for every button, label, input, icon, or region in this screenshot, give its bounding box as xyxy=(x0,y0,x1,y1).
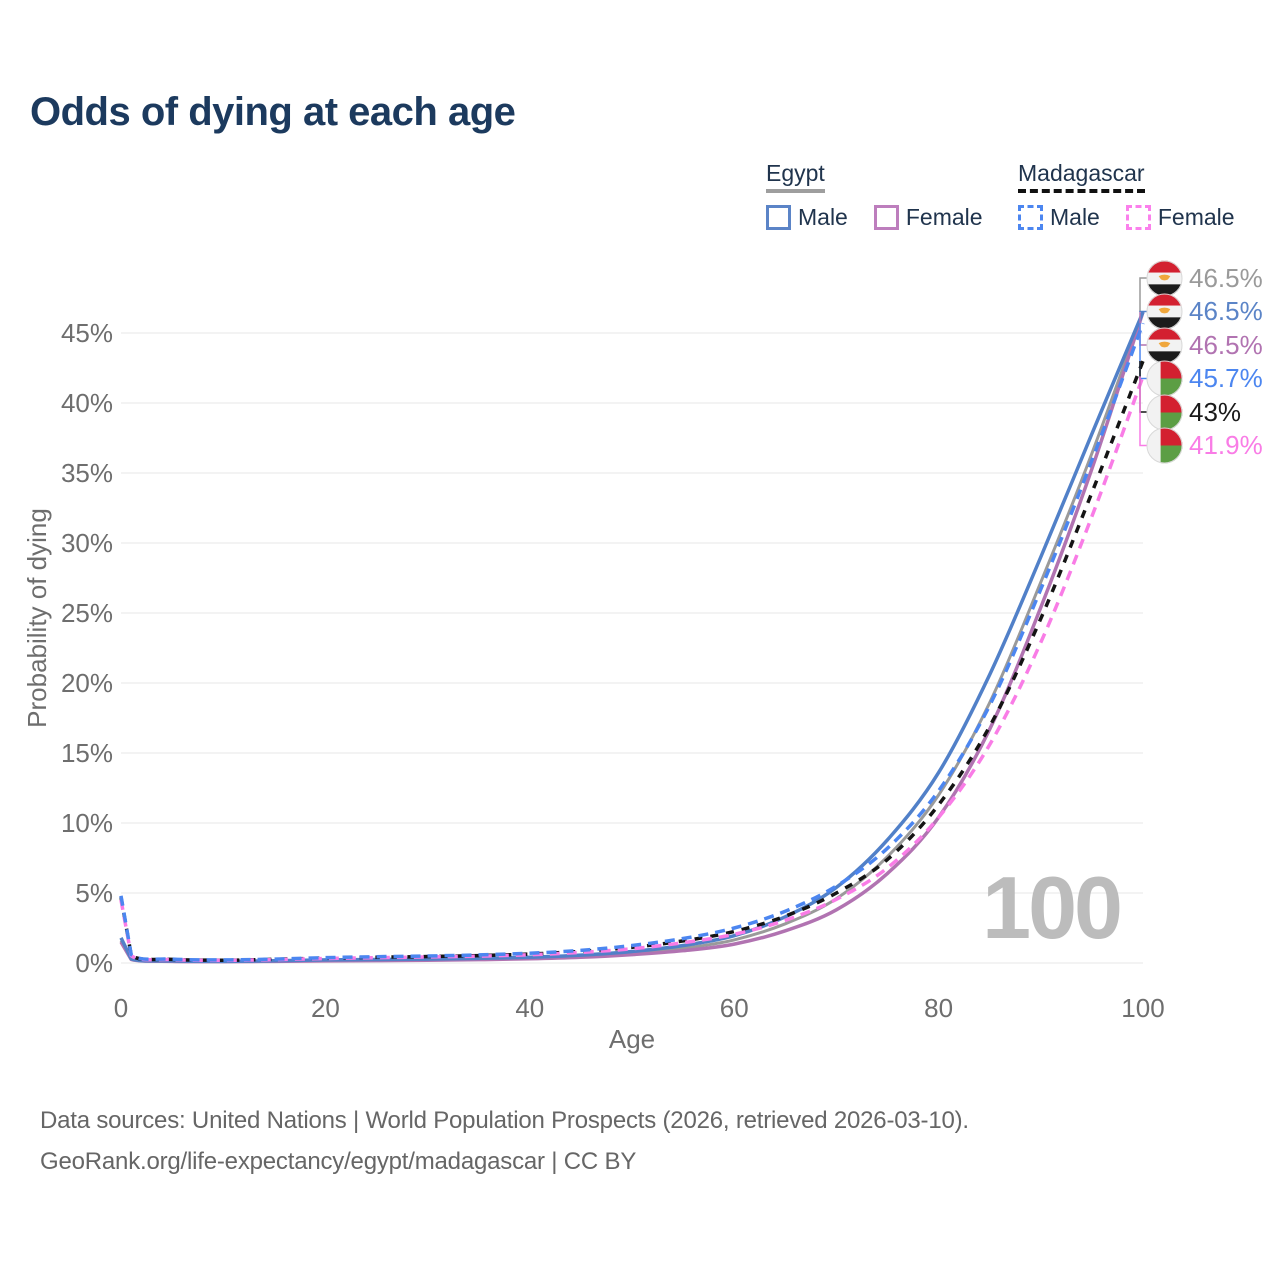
end-value-egypt-both: 46.5% xyxy=(1146,259,1263,297)
footer-data-sources: Data sources: United Nations | World Pop… xyxy=(40,1107,969,1134)
x-tick-label: 100 xyxy=(1121,993,1164,1023)
egypt-flag-icon xyxy=(1146,326,1183,364)
legend-item-madagascar-female[interactable]: Female xyxy=(1125,204,1235,231)
x-tick-label: 20 xyxy=(311,993,340,1023)
y-tick-label: 15% xyxy=(61,738,113,768)
footer-attribution: GeoRank.org/life-expectancy/egypt/madaga… xyxy=(40,1148,637,1175)
end-value-egypt-male: 46.5% xyxy=(1146,293,1263,331)
end-value-madagascar-male: 45.7% xyxy=(1146,360,1263,398)
y-tick-label: 20% xyxy=(61,668,113,698)
y-tick-label: 0% xyxy=(75,948,113,978)
legend-item-madagascar-male[interactable]: Male xyxy=(1018,204,1100,231)
legend-label-egypt-male: Male xyxy=(798,204,848,230)
legend-group-egypt: Egypt Male Female xyxy=(766,160,983,231)
egypt-eagle-emblem xyxy=(1158,307,1171,314)
end-value-text: 43% xyxy=(1189,396,1242,427)
end-value-text: 45.7% xyxy=(1189,363,1263,393)
madagascar-flag-icon xyxy=(1146,427,1183,464)
page-title: Odds of dying at each age xyxy=(30,90,516,134)
y-tick-label: 10% xyxy=(61,808,113,838)
egypt-female-swatch-icon xyxy=(873,205,899,230)
y-tick-label: 25% xyxy=(61,598,113,628)
y-tick-label: 40% xyxy=(61,388,113,418)
x-tick-label: 80 xyxy=(924,993,953,1023)
end-value-text: 46.5% xyxy=(1189,329,1263,360)
legend-label-madagascar-male: Male xyxy=(1050,204,1100,230)
end-value-madagascar-female: 41.9% xyxy=(1146,427,1263,465)
x-tick-label: 0 xyxy=(114,993,128,1023)
x-tick-label: 60 xyxy=(720,993,749,1023)
egypt-flag-icon xyxy=(1146,259,1183,297)
legend-item-egypt-male[interactable]: Male xyxy=(766,204,848,231)
y-tick-label: 5% xyxy=(75,878,113,908)
y-tick-label: 45% xyxy=(61,318,113,348)
legend-item-egypt-female[interactable]: Female xyxy=(873,204,983,231)
legend-label-madagascar-female: Female xyxy=(1157,204,1235,230)
end-value-text: 46.5% xyxy=(1189,262,1263,293)
egypt-eagle-emblem xyxy=(1158,274,1171,280)
end-value-madagascar-both: 43% xyxy=(1146,393,1241,431)
egypt-flag-icon xyxy=(1146,293,1183,330)
legend-title-egypt: Egypt xyxy=(766,160,825,193)
madagascar-flag-icon xyxy=(1146,360,1183,397)
madagascar-flag-icon xyxy=(1146,393,1183,431)
footer: Data sources: United Nations | World Pop… xyxy=(40,1100,969,1182)
madagascar-female-swatch-icon xyxy=(1125,205,1151,230)
age-watermark: 100 xyxy=(982,858,1123,957)
y-axis-title: Probability of dying xyxy=(22,508,52,728)
x-axis-title: Age xyxy=(609,1024,655,1054)
end-value-egypt-female: 46.5% xyxy=(1146,326,1263,364)
egypt-eagle-emblem xyxy=(1158,341,1171,347)
legend-label-egypt-female: Female xyxy=(905,204,983,230)
legend-title-madagascar: Madagascar xyxy=(1018,160,1145,193)
madagascar-male-swatch-icon xyxy=(1018,205,1043,230)
y-tick-label: 35% xyxy=(61,458,113,488)
y-tick-label: 30% xyxy=(61,528,113,558)
end-value-text: 41.9% xyxy=(1189,430,1263,460)
end-value-text: 46.5% xyxy=(1189,296,1263,326)
series-line-madagascar-male xyxy=(119,322,1145,962)
legend-group-madagascar: Madagascar Male Female xyxy=(1018,160,1235,231)
x-tick-label: 40 xyxy=(515,993,544,1023)
egypt-male-swatch-icon xyxy=(766,205,791,230)
